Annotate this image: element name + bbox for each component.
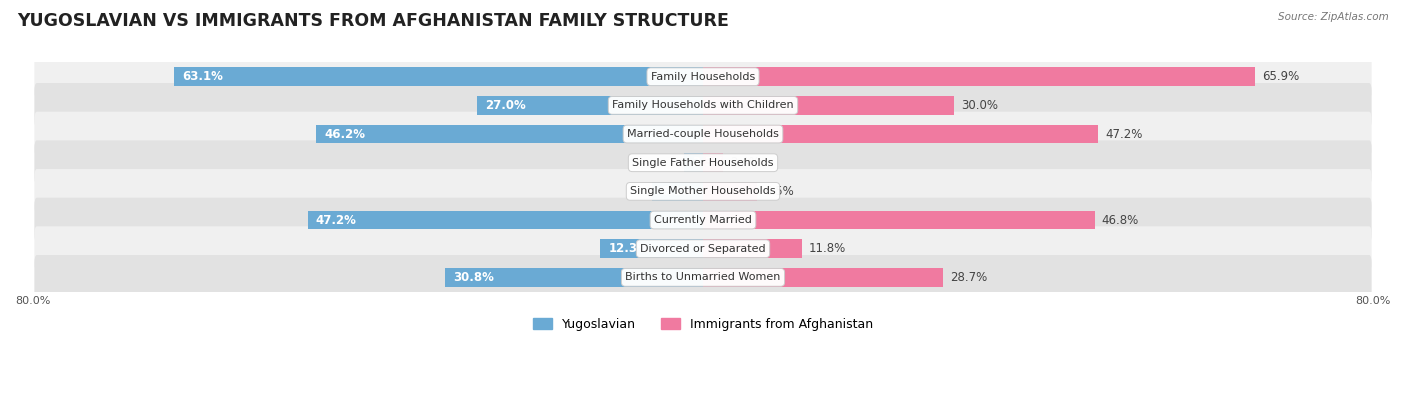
Bar [174,68,703,86]
Text: Family Households: Family Households [651,72,755,82]
FancyBboxPatch shape [34,226,1372,271]
Bar [703,211,1095,229]
FancyBboxPatch shape [34,55,1372,99]
Text: 2.4%: 2.4% [730,156,759,169]
Text: Divorced or Separated: Divorced or Separated [640,244,766,254]
Text: 11.8%: 11.8% [808,242,846,255]
Bar [703,125,1098,143]
Bar [703,96,955,115]
FancyBboxPatch shape [34,112,1372,156]
Text: Births to Unmarried Women: Births to Unmarried Women [626,273,780,282]
Bar [308,211,703,229]
Text: 30.8%: 30.8% [453,271,494,284]
Text: 27.0%: 27.0% [485,99,526,112]
FancyBboxPatch shape [34,255,1372,300]
Text: Single Father Households: Single Father Households [633,158,773,168]
Bar [600,239,703,258]
Text: Source: ZipAtlas.com: Source: ZipAtlas.com [1278,12,1389,22]
Text: 6.5%: 6.5% [765,185,794,198]
Text: YUGOSLAVIAN VS IMMIGRANTS FROM AFGHANISTAN FAMILY STRUCTURE: YUGOSLAVIAN VS IMMIGRANTS FROM AFGHANIST… [17,12,728,30]
Text: 47.2%: 47.2% [1105,128,1143,141]
Text: 30.0%: 30.0% [962,99,998,112]
Text: Family Households with Children: Family Households with Children [612,100,794,110]
Text: 28.7%: 28.7% [950,271,987,284]
FancyBboxPatch shape [34,198,1372,243]
Text: Married-couple Households: Married-couple Households [627,129,779,139]
Legend: Yugoslavian, Immigrants from Afghanistan: Yugoslavian, Immigrants from Afghanistan [529,313,877,336]
Text: Single Mother Households: Single Mother Households [630,186,776,196]
Text: 46.8%: 46.8% [1102,214,1139,227]
Bar [703,239,801,258]
Text: 65.9%: 65.9% [1261,70,1299,83]
Bar [477,96,703,115]
Text: 2.3%: 2.3% [692,156,724,169]
Text: 6.1%: 6.1% [661,185,693,198]
Bar [703,68,1256,86]
Bar [652,182,703,201]
FancyBboxPatch shape [34,83,1372,128]
Text: Currently Married: Currently Married [654,215,752,225]
Text: 46.2%: 46.2% [325,128,366,141]
Text: 47.2%: 47.2% [316,214,357,227]
Bar [316,125,703,143]
Bar [683,153,703,172]
FancyBboxPatch shape [34,169,1372,214]
Text: 63.1%: 63.1% [183,70,224,83]
Bar [444,268,703,287]
FancyBboxPatch shape [34,140,1372,185]
Bar [703,182,758,201]
Bar [703,153,723,172]
Bar [703,268,943,287]
Text: 12.3%: 12.3% [609,242,650,255]
